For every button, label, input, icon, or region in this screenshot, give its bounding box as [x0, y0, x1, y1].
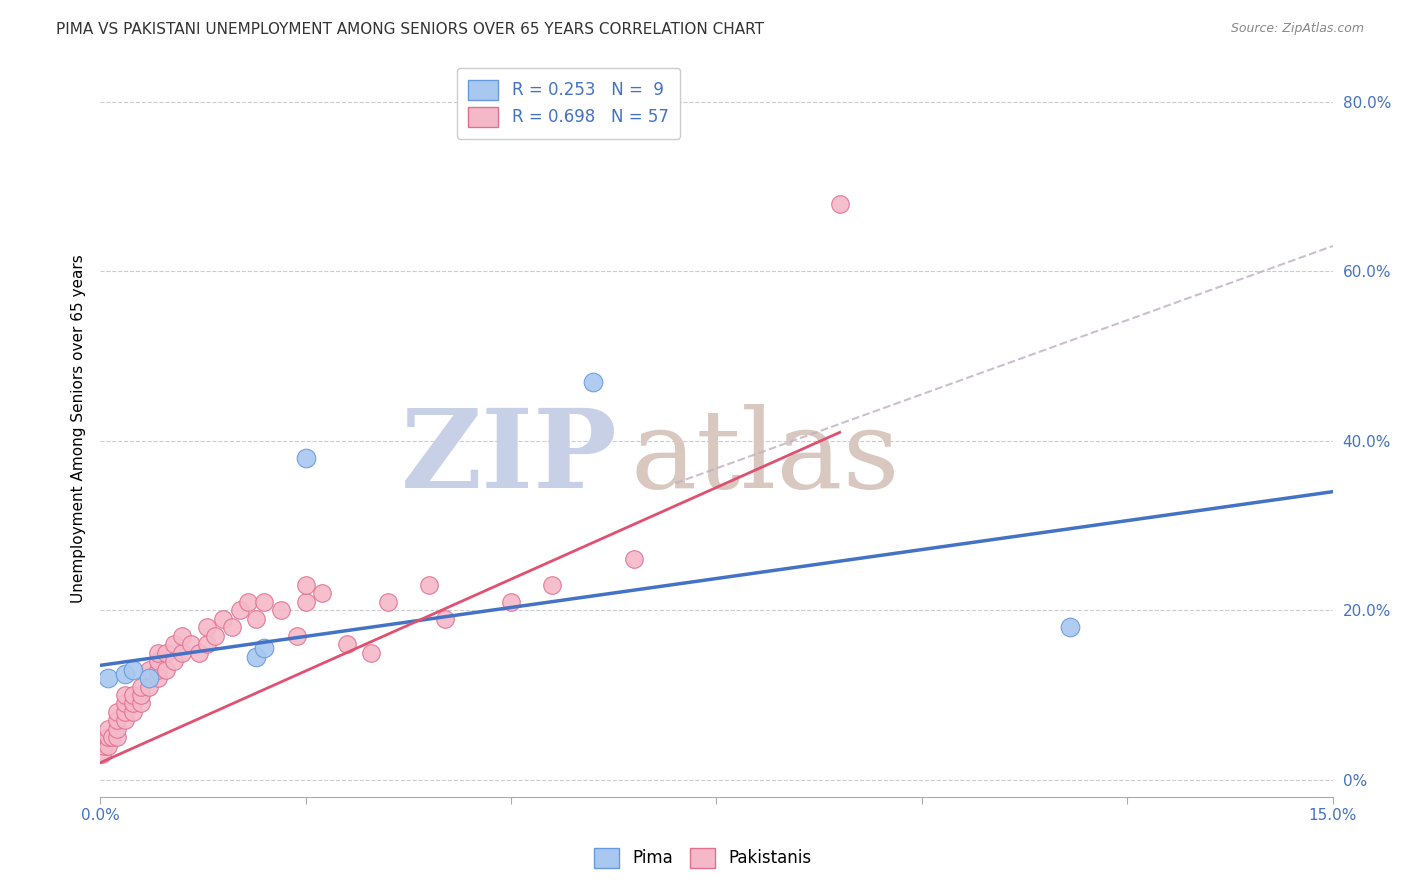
Point — [122, 697, 145, 711]
Point — [294, 595, 316, 609]
Point — [105, 731, 128, 745]
Text: PIMA VS PAKISTANI UNEMPLOYMENT AMONG SENIORS OVER 65 YEARS CORRELATION CHART: PIMA VS PAKISTANI UNEMPLOYMENT AMONG SEN… — [56, 22, 765, 37]
Point — [204, 629, 226, 643]
Point — [360, 646, 382, 660]
Point — [129, 680, 152, 694]
Point — [499, 595, 522, 609]
Point — [828, 196, 851, 211]
Point — [155, 663, 177, 677]
Point — [236, 595, 259, 609]
Point — [114, 688, 136, 702]
Point — [163, 654, 186, 668]
Point — [434, 612, 457, 626]
Legend: R = 0.253   N =  9, R = 0.698   N = 57: R = 0.253 N = 9, R = 0.698 N = 57 — [457, 68, 681, 138]
Point — [97, 671, 120, 685]
Point — [122, 663, 145, 677]
Point — [1059, 620, 1081, 634]
Point — [195, 620, 218, 634]
Point — [122, 705, 145, 719]
Point — [155, 646, 177, 660]
Point — [146, 646, 169, 660]
Point — [229, 603, 252, 617]
Point — [138, 680, 160, 694]
Point — [105, 705, 128, 719]
Point — [311, 586, 333, 600]
Point — [180, 637, 202, 651]
Text: ZIP: ZIP — [401, 404, 617, 511]
Point — [245, 649, 267, 664]
Point — [285, 629, 308, 643]
Point — [105, 714, 128, 728]
Point — [138, 671, 160, 685]
Point — [172, 646, 194, 660]
Point — [541, 578, 564, 592]
Point — [101, 731, 124, 745]
Point — [377, 595, 399, 609]
Point — [253, 641, 276, 656]
Point — [172, 629, 194, 643]
Point — [114, 705, 136, 719]
Point — [129, 688, 152, 702]
Point — [138, 663, 160, 677]
Point — [163, 637, 186, 651]
Point — [146, 654, 169, 668]
Point — [294, 450, 316, 465]
Point — [270, 603, 292, 617]
Point — [245, 612, 267, 626]
Point — [114, 714, 136, 728]
Point — [195, 637, 218, 651]
Point — [114, 666, 136, 681]
Point — [582, 375, 605, 389]
Text: Source: ZipAtlas.com: Source: ZipAtlas.com — [1230, 22, 1364, 36]
Point — [418, 578, 440, 592]
Point — [97, 722, 120, 736]
Point — [146, 663, 169, 677]
Point — [97, 731, 120, 745]
Legend: Pima, Pakistanis: Pima, Pakistanis — [588, 841, 818, 875]
Point — [253, 595, 276, 609]
Point — [146, 671, 169, 685]
Point — [114, 697, 136, 711]
Point — [212, 612, 235, 626]
Point — [90, 747, 112, 762]
Point — [97, 739, 120, 753]
Point — [122, 688, 145, 702]
Text: atlas: atlas — [630, 404, 900, 511]
Y-axis label: Unemployment Among Seniors over 65 years: Unemployment Among Seniors over 65 years — [72, 253, 86, 602]
Point — [187, 646, 209, 660]
Point — [129, 697, 152, 711]
Point — [336, 637, 359, 651]
Point — [221, 620, 243, 634]
Point — [623, 552, 645, 566]
Point — [105, 722, 128, 736]
Point — [294, 578, 316, 592]
Point — [93, 739, 115, 753]
